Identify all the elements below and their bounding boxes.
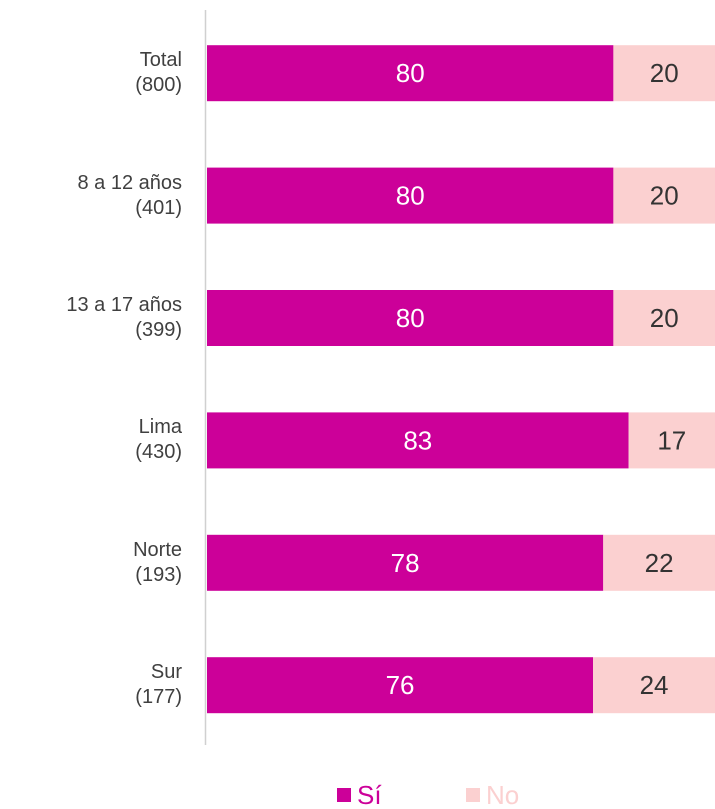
data-label: 24 bbox=[640, 670, 669, 700]
data-label: 17 bbox=[657, 425, 686, 455]
bar-segment bbox=[603, 534, 715, 591]
bar-segment bbox=[207, 45, 614, 102]
category-label: Total (800) bbox=[135, 49, 182, 97]
bar-segment bbox=[628, 412, 715, 469]
bar-segment bbox=[207, 534, 604, 591]
bar-segment bbox=[613, 167, 715, 224]
legend-label: No bbox=[486, 780, 519, 809]
legend-swatch bbox=[466, 788, 480, 802]
category-label: Lima (430) bbox=[135, 416, 182, 464]
bar-segment bbox=[613, 45, 715, 102]
category-label: 8 a 12 años (401) bbox=[77, 171, 182, 219]
data-label: 80 bbox=[396, 181, 425, 211]
data-label: 20 bbox=[650, 303, 679, 333]
data-label: 80 bbox=[396, 303, 425, 333]
bar-segment bbox=[207, 412, 629, 469]
legend-swatch bbox=[337, 788, 351, 802]
category-label: Sur (177) bbox=[135, 661, 182, 709]
bar-segment bbox=[207, 290, 614, 346]
data-label: 78 bbox=[391, 548, 420, 578]
data-label: 76 bbox=[386, 670, 415, 700]
data-label: 20 bbox=[650, 58, 679, 88]
bar-segment bbox=[613, 290, 715, 346]
bar-segment bbox=[207, 167, 614, 224]
legend-label: Sí bbox=[357, 780, 382, 809]
data-label: 20 bbox=[650, 181, 679, 211]
bar-segment bbox=[593, 657, 715, 714]
category-label: 13 a 17 años (399) bbox=[66, 294, 182, 341]
data-label: 80 bbox=[396, 58, 425, 88]
bar-segment bbox=[207, 657, 594, 714]
category-label: Norte (193) bbox=[133, 538, 182, 586]
data-label: 83 bbox=[403, 425, 432, 455]
data-label: 22 bbox=[645, 548, 674, 578]
